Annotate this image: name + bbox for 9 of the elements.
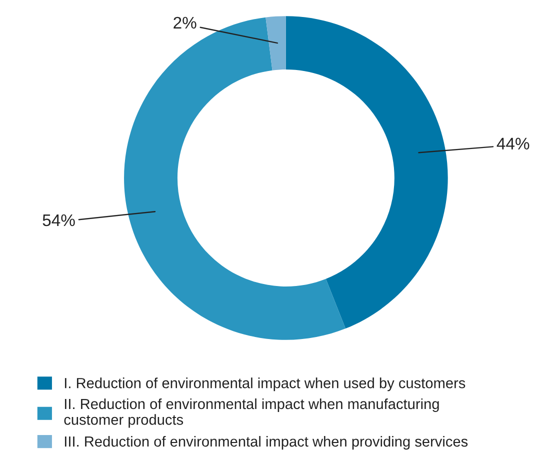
legend-label: III. Reduction of environmental impact when providing services [64,436,468,450]
donut-slice [124,17,346,340]
donut-slice [286,16,448,329]
data-label: 2% [174,16,196,29]
data-label: 44% [496,138,530,150]
legend-label: I. Reduction of environmental impact when used by customers [64,378,466,392]
data-label: 54% [42,214,75,226]
donut-slice [266,16,286,70]
legend-label: II. Reduction of environmental impact when manufacturing customer products [64,398,439,428]
